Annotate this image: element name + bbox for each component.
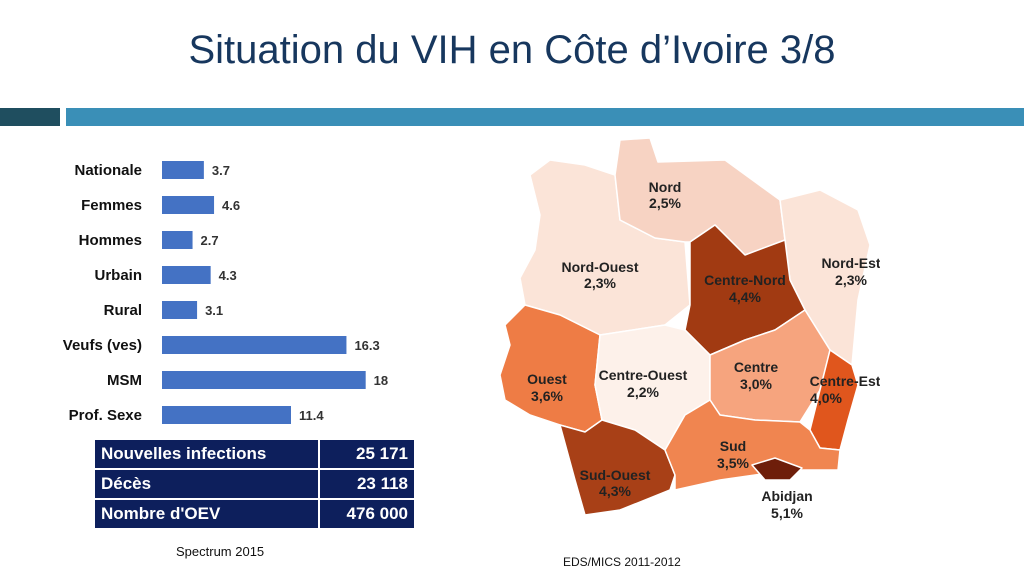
region-abidjan	[751, 457, 803, 481]
region-value-abidjan: 5,1%	[771, 505, 803, 521]
region-label-centre: Centre	[734, 359, 779, 375]
data-label: 4.6	[222, 198, 240, 213]
row-value: 23 118	[320, 470, 414, 500]
region-label-ouest: Ouest	[527, 371, 567, 387]
data-label: 16.3	[354, 338, 379, 353]
bar	[162, 161, 204, 179]
bar	[162, 301, 198, 319]
category-label: Rural	[104, 302, 142, 319]
region-value-centre-est: 4,0%	[810, 390, 842, 406]
prevalence-bar-chart: Nationale 3.7 Femmes 4.6 Hommes 2.7 Urbain 4.3 R…	[63, 161, 388, 424]
stats-table: Nouvelles infections 25 171 Décès 23 118…	[95, 440, 414, 528]
header-bar-dark	[0, 108, 60, 126]
row-label: Nouvelles infections	[95, 440, 320, 470]
data-label: 3.7	[212, 163, 230, 178]
category-label: Hommes	[79, 232, 142, 249]
header-bar-light	[66, 108, 1024, 126]
region-label-abidjan: Abidjan	[761, 488, 812, 504]
bar	[162, 371, 366, 389]
table-row: Décès 23 118	[95, 470, 414, 500]
region-label-centre-est: Centre-Est	[810, 373, 880, 389]
table-row: Nouvelles infections 25 171	[95, 440, 414, 470]
region-label-sud: Sud	[720, 438, 746, 454]
bar	[162, 336, 347, 354]
data-label: 18	[374, 373, 388, 388]
data-label: 2.7	[201, 233, 219, 248]
region-label-centre-nord: Centre-Nord	[704, 272, 786, 288]
category-label: Veufs (ves)	[63, 337, 142, 354]
table-row: Nombre d'OEV 476 000	[95, 500, 414, 528]
source-spectrum: Spectrum 2015	[176, 544, 265, 559]
row-value: 25 171	[320, 440, 414, 470]
source-eds-mics: EDS/MICS 2011-2012	[563, 555, 681, 569]
data-label: 4.3	[219, 268, 237, 283]
category-label: Prof. Sexe	[69, 407, 142, 424]
region-label-nord: Nord	[649, 179, 682, 195]
data-label: 3.1	[205, 303, 223, 318]
region-value-centre: 3,0%	[740, 376, 772, 392]
region-value-nord-est: 2,3%	[835, 272, 867, 288]
category-label: Urbain	[94, 267, 142, 284]
region-value-nord: 2,5%	[649, 195, 681, 211]
category-label: Femmes	[81, 197, 142, 214]
region-label-nord-est: Nord-Est	[821, 255, 880, 271]
region-value-sud-ouest: 4,3%	[599, 483, 631, 499]
region-nord-ouest	[519, 159, 691, 336]
region-value-centre-ouest: 2,2%	[627, 384, 659, 400]
slide-title: Situation du VIH en Côte d’Ivoire 3/8	[188, 28, 836, 72]
region-label-sud-ouest: Sud-Ouest	[580, 467, 651, 483]
region-value-sud: 3,5%	[717, 455, 749, 471]
region-value-centre-nord: 4,4%	[729, 289, 761, 305]
bar	[162, 231, 193, 249]
region-label-nord-ouest: Nord-Ouest	[562, 259, 639, 275]
row-value: 476 000	[346, 504, 408, 523]
row-label: Nombre d'OEV	[95, 500, 320, 528]
region-value-ouest: 3,6%	[531, 388, 563, 404]
bar	[162, 196, 215, 214]
bar	[162, 406, 291, 424]
cote-divoire-map: Nord 2,5% Nord-Ouest 2,3% Centre-Nord 4,…	[499, 137, 880, 521]
region-value-nord-ouest: 2,3%	[584, 275, 616, 291]
category-label: Nationale	[74, 162, 142, 179]
bar	[162, 266, 211, 284]
region-label-centre-ouest: Centre-Ouest	[599, 367, 688, 383]
row-label: Décès	[95, 470, 320, 500]
category-label: MSM	[107, 372, 142, 389]
data-label: 11.4	[299, 408, 324, 423]
